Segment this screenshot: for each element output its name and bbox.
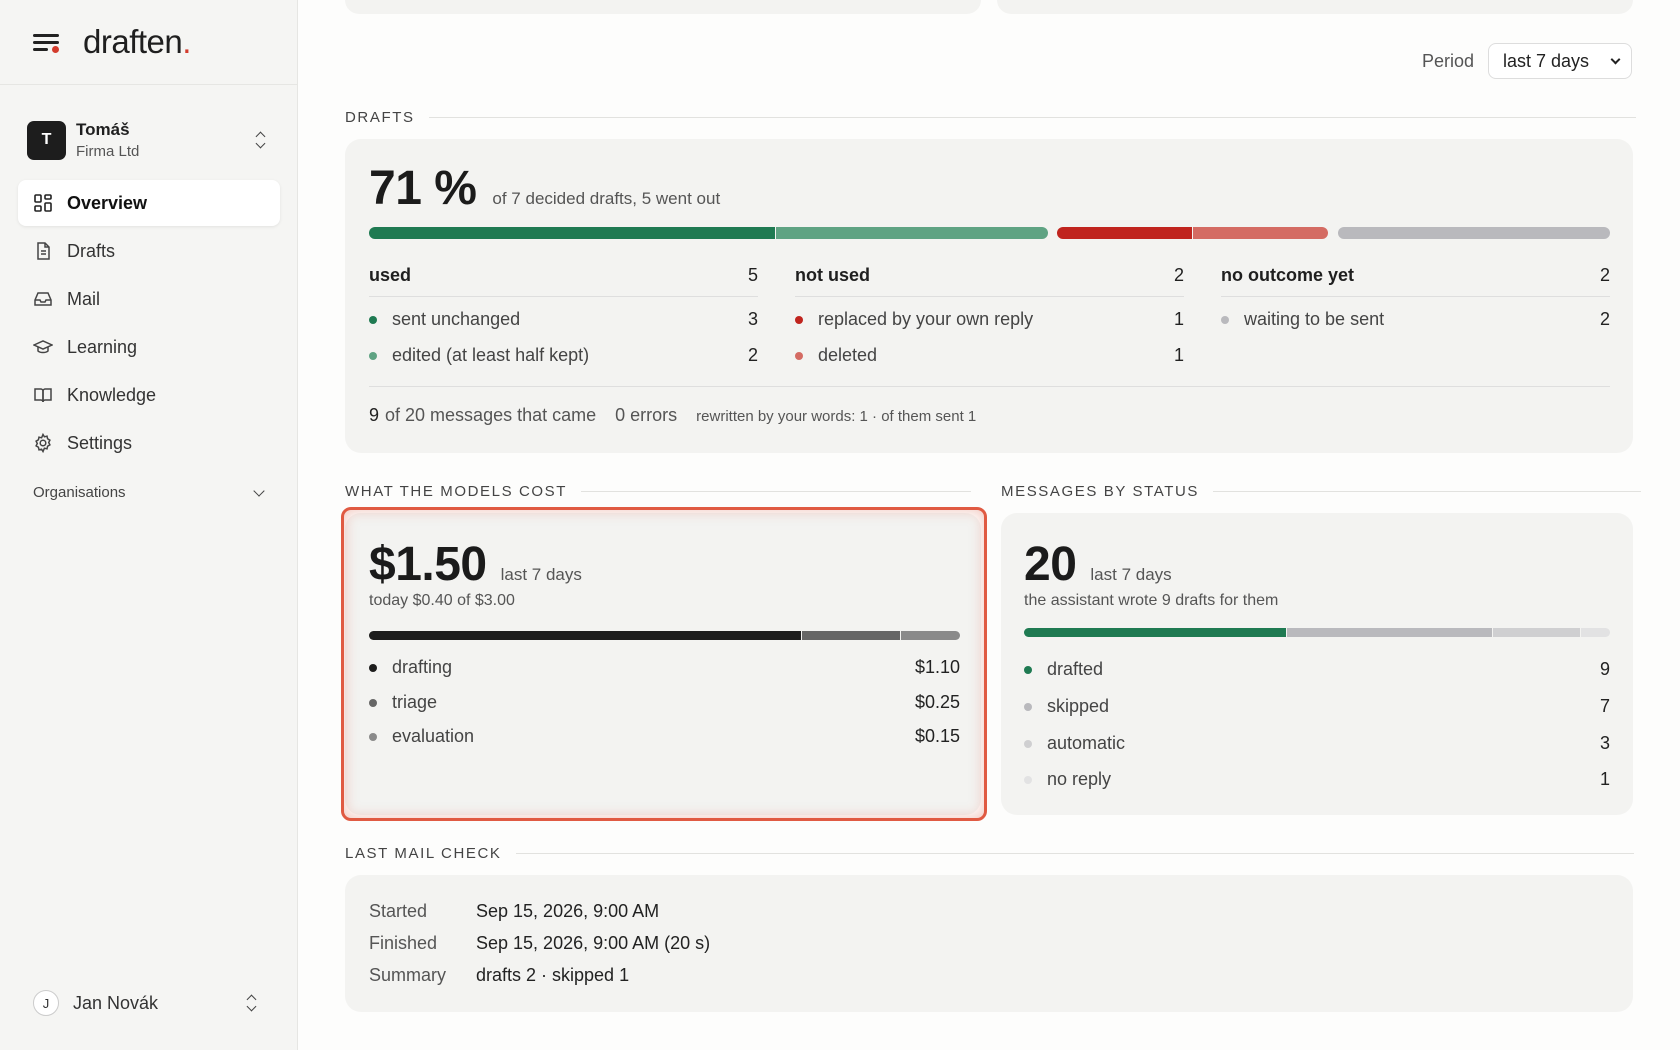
list-item: skipped 7 bbox=[1024, 696, 1610, 717]
costs-period: last 7 days bbox=[500, 565, 582, 584]
mail-check-section-title: LAST MAIL CHECK bbox=[345, 845, 1634, 862]
sidebar-item-settings[interactable]: Settings bbox=[18, 420, 280, 466]
user-name: Jan Novák bbox=[73, 992, 159, 1013]
list-item: no reply 1 bbox=[1024, 769, 1610, 790]
mail-check-finished: Finished Sep 15, 2026, 9:00 AM (20 s) bbox=[369, 933, 711, 953]
account-org: Firma Ltd bbox=[76, 143, 140, 160]
not-used-header: not used 2 bbox=[795, 265, 1184, 297]
drafts-section-title: DRAFTS bbox=[345, 109, 1636, 126]
period-select[interactable]: last 7 days bbox=[1488, 43, 1632, 79]
bar-deleted bbox=[1193, 227, 1328, 239]
menu-icon[interactable] bbox=[33, 32, 59, 53]
drafts-summary: of 7 decided drafts, 5 went out bbox=[492, 189, 721, 208]
chevron-down-icon bbox=[1610, 54, 1621, 64]
list-item: triage $0.25 bbox=[369, 692, 960, 713]
status-total: 20 bbox=[1024, 538, 1077, 591]
drafts-footer: 9 of 20 messages that came 0 errors rewr… bbox=[369, 405, 977, 425]
top-card-left bbox=[345, 0, 981, 14]
highlight-frame bbox=[341, 507, 987, 821]
bar-drafted bbox=[1024, 628, 1286, 637]
list-item: waiting to be sent 2 bbox=[1221, 309, 1610, 330]
list-item: drafting $1.10 bbox=[369, 657, 960, 678]
sidebar-item-mail[interactable]: Mail bbox=[18, 276, 280, 322]
divider bbox=[369, 386, 1610, 387]
sidebar-item-label: Drafts bbox=[67, 240, 116, 261]
sidebar-item-knowledge[interactable]: Knowledge bbox=[18, 372, 280, 418]
chevron-down-icon bbox=[253, 484, 265, 497]
sidebar-item-label: Mail bbox=[67, 288, 101, 309]
bar-no-reply bbox=[1581, 628, 1610, 637]
document-icon bbox=[37, 242, 50, 260]
sidebar: draften. T Tomáš Firma Ltd Overview Draf… bbox=[0, 0, 298, 1050]
status-period: last 7 days bbox=[1090, 565, 1172, 584]
account-switcher[interactable]: T Tomáš Firma Ltd bbox=[27, 117, 272, 163]
grid-icon bbox=[34, 194, 52, 212]
status-subtitle: the assistant wrote 9 drafts for them bbox=[1024, 592, 1279, 609]
gear-icon bbox=[35, 433, 51, 453]
app-logo[interactable]: draften. bbox=[83, 23, 191, 60]
bar-skipped bbox=[1287, 628, 1492, 637]
costs-section-title: WHAT THE MODELS COST bbox=[345, 483, 972, 500]
sidebar-item-label: Settings bbox=[67, 432, 133, 453]
brand-bar: draften. bbox=[0, 0, 297, 85]
bar-edited bbox=[776, 227, 1048, 239]
bar-waiting bbox=[1338, 227, 1610, 239]
account-avatar: T bbox=[27, 120, 66, 160]
top-card-right bbox=[997, 0, 1633, 14]
chevron-up-down-icon bbox=[254, 131, 268, 149]
used-header: used 5 bbox=[369, 265, 758, 297]
sidebar-item-overview[interactable]: Overview bbox=[18, 180, 280, 226]
list-item: edited (at least half kept) 2 bbox=[369, 345, 758, 366]
status-section-title: MESSAGES BY STATUS bbox=[1001, 483, 1642, 500]
user-avatar: J bbox=[33, 990, 59, 1016]
sidebar-item-learning[interactable]: Learning bbox=[18, 324, 280, 370]
list-item: automatic 3 bbox=[1024, 733, 1610, 754]
list-item: deleted 1 bbox=[795, 345, 1184, 366]
costs-total: $1.50 bbox=[369, 538, 487, 591]
costs-card: $1.50 last 7 days today $0.40 of $3.00 d… bbox=[345, 513, 981, 815]
drafts-percent: 71 % bbox=[369, 162, 477, 215]
sidebar-item-label: Knowledge bbox=[67, 384, 157, 405]
book-icon bbox=[34, 388, 52, 403]
costs-today: today $0.40 of $3.00 bbox=[369, 592, 515, 609]
list-item: replaced by your own reply 1 bbox=[795, 309, 1184, 330]
bar-sent-unchanged bbox=[369, 227, 775, 239]
mail-check-started: Started Sep 15, 2026, 9:00 AM bbox=[369, 901, 660, 921]
graduation-cap-icon bbox=[33, 340, 53, 354]
drafts-card: 71 % of 7 decided drafts, 5 went out use… bbox=[345, 139, 1633, 453]
list-item: sent unchanged 3 bbox=[369, 309, 758, 330]
organisations-toggle[interactable]: Organisations bbox=[33, 484, 265, 501]
bar-automatic bbox=[1493, 628, 1580, 637]
sidebar-nav: Overview Drafts Mail Learning Knowledge … bbox=[18, 180, 280, 468]
list-item: drafted 9 bbox=[1024, 659, 1610, 680]
period-label: Period bbox=[1421, 50, 1474, 71]
inbox-icon bbox=[34, 292, 52, 306]
period-filter: Period last 7 days bbox=[1422, 43, 1632, 79]
status-card: 20 last 7 days the assistant wrote 9 dra… bbox=[1001, 513, 1633, 815]
mail-check-card: Started Sep 15, 2026, 9:00 AM Finished Sep… bbox=[345, 875, 1633, 1012]
list-item: evaluation $0.15 bbox=[369, 726, 960, 747]
no-outcome-header: no outcome yet 2 bbox=[1221, 265, 1610, 297]
account-name: Tomáš bbox=[76, 120, 130, 139]
chevron-up-down-icon bbox=[245, 994, 259, 1012]
bar-triage bbox=[802, 631, 900, 640]
sidebar-item-label: Learning bbox=[67, 336, 138, 357]
sidebar-item-label: Overview bbox=[67, 192, 148, 213]
sidebar-item-drafts[interactable]: Drafts bbox=[18, 228, 280, 274]
bar-evaluation bbox=[901, 631, 960, 640]
bar-drafting bbox=[369, 631, 801, 640]
user-menu[interactable]: J Jan Novák bbox=[33, 990, 263, 1016]
organisations-label: Organisations bbox=[33, 484, 126, 501]
period-selected: last 7 days bbox=[1503, 50, 1590, 71]
bar-replaced bbox=[1057, 227, 1192, 239]
mail-check-summary: Summary drafts 2 · skipped 1 bbox=[369, 965, 630, 985]
